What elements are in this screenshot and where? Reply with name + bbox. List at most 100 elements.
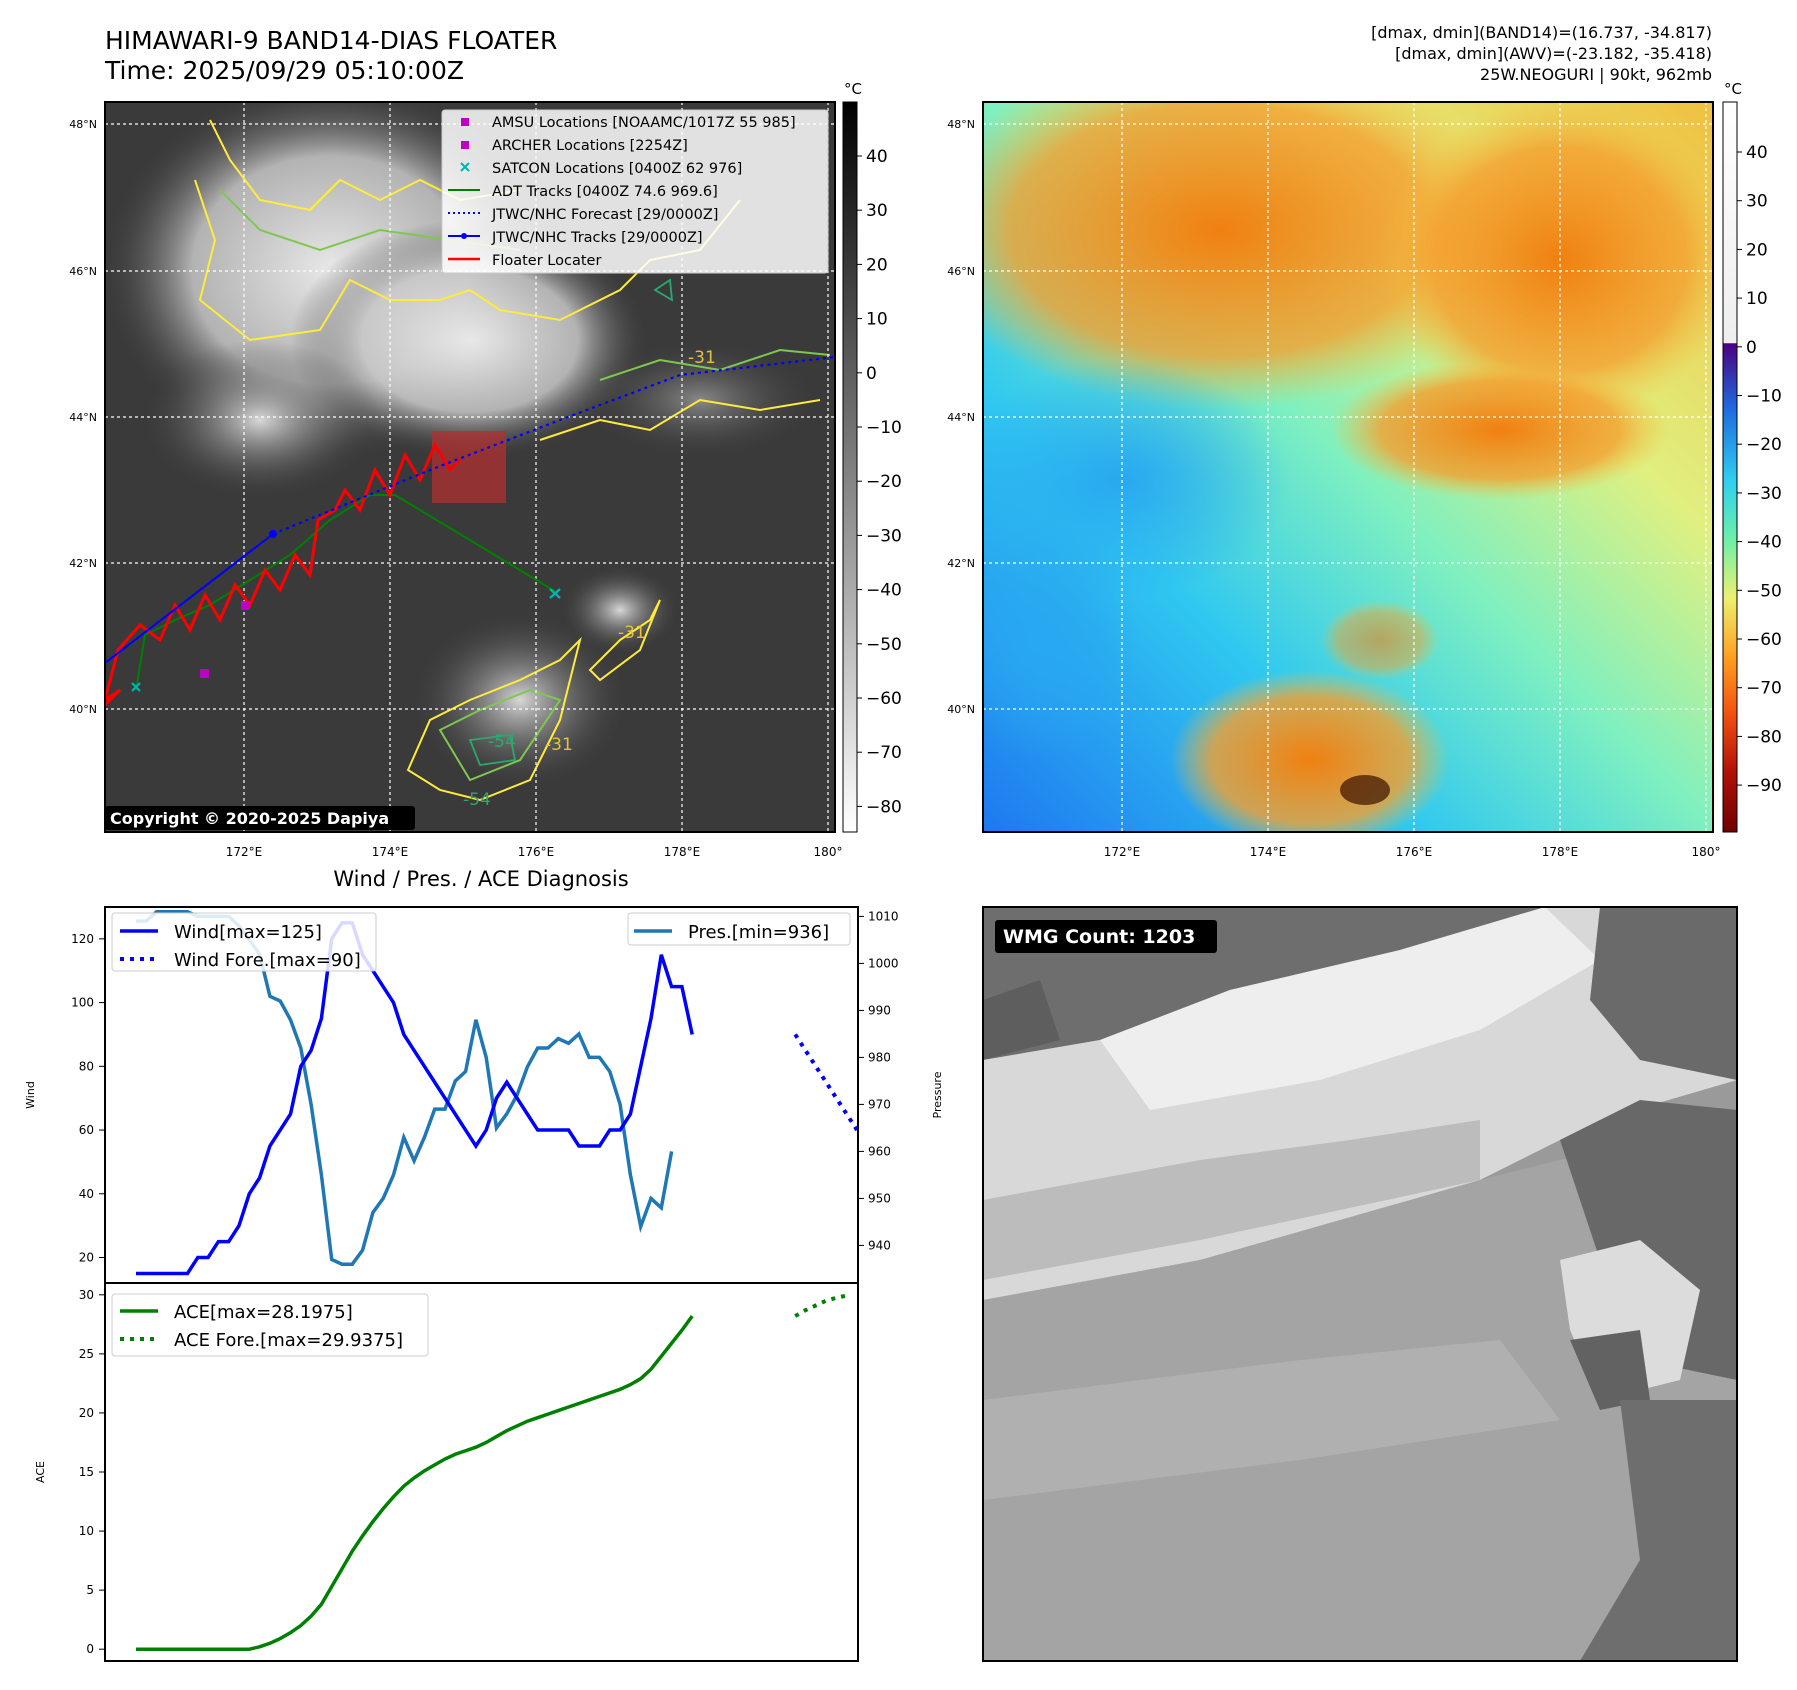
ace-axis-label: ACE: [34, 1461, 47, 1483]
colorbar-tick-label: −50: [1746, 581, 1782, 601]
pressure-tick-label: 1000: [868, 956, 899, 970]
info-awv: [dmax, dmin](AWV)=(-23.182, -35.418): [1395, 44, 1712, 63]
colorbar-tick-label: −60: [1746, 630, 1782, 650]
copyright: Copyright © 2020-2025 Dapiya: [110, 809, 389, 828]
ace-tick-label: 30: [79, 1288, 94, 1302]
lon-label: 176°E: [1396, 845, 1433, 859]
lat-label: 46°N: [947, 265, 975, 278]
legend-archer: ARCHER Locations [2254Z]: [492, 138, 688, 154]
lat-label: 42°N: [947, 557, 975, 570]
lon-label: 180°: [814, 845, 843, 859]
lon-label: 178°E: [1542, 845, 1579, 859]
adt-track: [135, 494, 559, 691]
contour-label: -31: [618, 623, 646, 643]
colorbar-tick-label: −60: [866, 689, 902, 709]
ace-tick-label: 20: [79, 1406, 94, 1420]
pressure-tick-label: 980: [868, 1050, 891, 1064]
color-colorbar-unit: °C: [1724, 80, 1742, 98]
colorbar-tick-label: 30: [1746, 192, 1768, 212]
ace-tick-label: 15: [79, 1465, 94, 1479]
legend-ace: ACE[max=28.1975]: [174, 1302, 353, 1323]
color-colorbar: °C 40 30 20 10 0 −10 −20 −30 −40 −50 −60 −70 −80 −90: [1722, 80, 1782, 833]
wind-tick-label: 120: [71, 932, 94, 946]
colorbar-tick-label: 10: [1746, 289, 1768, 309]
legend-pressure: Pres.[min=936]: [688, 922, 829, 943]
ir-satellite-map: -31 -31 -54 -54 -31 AMSU Locations [NOAA…: [69, 101, 843, 859]
lon-label: 176°E: [518, 845, 555, 859]
wmg-count: WMG Count: 1203: [1003, 926, 1195, 948]
lon-label: 172°E: [226, 845, 263, 859]
wind-tick-label: 20: [79, 1251, 94, 1265]
legend-floater: Floater Locater: [492, 253, 601, 269]
wind-tick-label: 40: [79, 1187, 94, 1201]
colorbar-tick-label: −80: [1746, 727, 1782, 747]
colorbar-tick-label: 10: [866, 310, 888, 330]
colorbar-tick-label: −80: [866, 797, 902, 817]
lon-label: 172°E: [1104, 845, 1141, 859]
lat-label: 40°N: [69, 703, 97, 716]
contour-label: -54: [463, 790, 491, 810]
legend-jtwc-tracks: JTWC/NHC Tracks [29/0000Z]: [491, 230, 703, 246]
ace-tick-label: 25: [79, 1347, 94, 1361]
colorbar-tick-label: 20: [866, 255, 888, 275]
wmg-panel: WMG Count: 1203: [982, 906, 1738, 1662]
wind-tick-label: 100: [71, 996, 94, 1010]
lat-label: 46°N: [69, 265, 97, 278]
pressure-legend: Pres.[min=936]: [627, 912, 851, 946]
colorbar-tick-label: 40: [1746, 143, 1768, 163]
colorbar-tick-label: 20: [1746, 240, 1768, 260]
colorbar-tick-label: −90: [1746, 776, 1782, 796]
floater-box: [432, 431, 506, 503]
wind-axis-label: Wind: [24, 1081, 37, 1109]
colorbar-tick-label: −40: [1746, 533, 1782, 553]
colorbar-tick-label: −50: [866, 635, 902, 655]
wind-series: [136, 921, 694, 1276]
legend-satcon: SATCON Locations [0400Z 62 976]: [492, 161, 742, 177]
colorbar-tick-label: 0: [1746, 338, 1757, 358]
ace-tick-label: 0: [86, 1642, 94, 1656]
colorbar-tick-label: −40: [866, 581, 902, 601]
lat-label: 44°N: [69, 411, 97, 424]
legend-wind: Wind[max=125]: [174, 922, 322, 943]
colorbar-tick-label: 40: [866, 147, 888, 167]
wind-tick-label: 80: [79, 1059, 94, 1073]
info-band14: [dmax, dmin](BAND14)=(16.737, -34.817): [1371, 23, 1712, 42]
map-legend: AMSU Locations [NOAAMC/1017Z 55 985] ARC…: [441, 109, 829, 274]
colorbar-tick-label: −30: [866, 526, 902, 546]
color-enhanced-map: 48°N 46°N 44°N 42°N 40°N 172°E 174°E 176…: [947, 101, 1721, 859]
pressure-tick-label: 990: [868, 1003, 891, 1017]
lon-label: 178°E: [664, 845, 701, 859]
jtwc-track: [105, 533, 274, 664]
lat-label: 44°N: [947, 411, 975, 424]
ace-tick-label: 10: [79, 1524, 94, 1538]
lat-label: 42°N: [69, 557, 97, 570]
lat-label: 48°N: [947, 118, 975, 131]
legend-ace-forecast: ACE Fore.[max=29.9375]: [174, 1330, 403, 1351]
diagnosis-chart: Wind / Pres. / ACE Diagnosis 12010080604…: [24, 867, 944, 1662]
wind-tick-label: 60: [79, 1123, 94, 1137]
gray-colorbar-unit: °C: [844, 80, 862, 98]
pressure-axis-label: Pressure: [931, 1071, 944, 1118]
figure-time: Time: 2025/09/29 05:10:00Z: [105, 56, 464, 85]
pressure-tick-label: 960: [868, 1144, 891, 1158]
contour-label: -54: [488, 732, 516, 752]
pressure-tick-label: 940: [868, 1238, 891, 1252]
colorbar-tick-label: −20: [866, 472, 902, 492]
lon-label: 180°: [1692, 845, 1721, 859]
colorbar-tick-label: −10: [1746, 387, 1782, 407]
lon-label: 174°E: [1250, 845, 1287, 859]
colorbar-tick-label: 30: [866, 201, 888, 221]
colorbar-tick-label: −20: [1746, 435, 1782, 455]
colorbar-tick-label: 0: [866, 364, 877, 384]
chart-title: Wind / Pres. / ACE Diagnosis: [333, 867, 628, 891]
ace-tick-label: 5: [86, 1583, 94, 1597]
pressure-tick-label: 1010: [868, 909, 899, 923]
jtwc-forecast: [272, 355, 835, 536]
colorbar-tick-label: −70: [866, 743, 902, 763]
legend-jtwc-forecast: JTWC/NHC Forecast [29/0000Z]: [491, 207, 718, 223]
gray-colorbar: °C 40 30 20 10 0 −10 −20 −30 −40 −50 −60 −70 −80: [842, 80, 902, 833]
lat-label: 48°N: [69, 118, 97, 131]
ace-series: [136, 1315, 694, 1651]
pressure-tick-label: 950: [868, 1191, 891, 1205]
